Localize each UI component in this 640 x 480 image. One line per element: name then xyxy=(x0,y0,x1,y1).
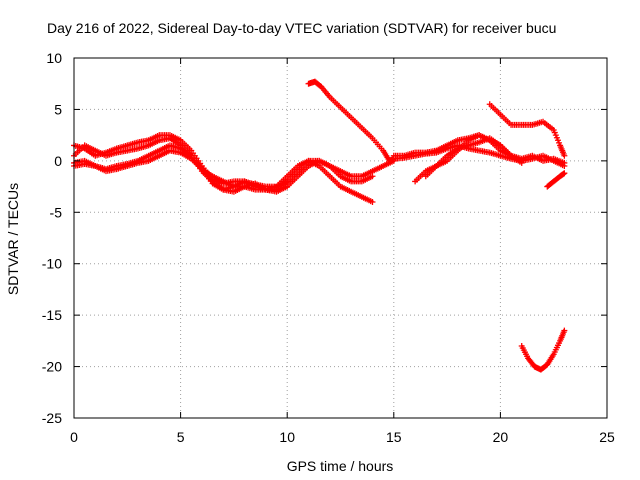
y-tick-label: -15 xyxy=(42,307,62,323)
y-tick-label: 10 xyxy=(46,50,62,66)
series-track-11 xyxy=(518,327,568,373)
y-tick-label: 5 xyxy=(54,101,62,117)
series-track-6 xyxy=(390,132,568,166)
plot-frame xyxy=(73,57,608,419)
data-point xyxy=(561,170,568,177)
axis-ticks: 0 5 10 15 20 25 -25 -20 -15 -10 -5 0 5 10 xyxy=(42,50,615,445)
y-tick-label: 0 xyxy=(54,153,62,169)
data-point xyxy=(561,327,568,334)
y-tick-label: -10 xyxy=(42,256,62,272)
series-track-5 xyxy=(305,78,568,169)
x-axis-title: GPS time / hours xyxy=(287,458,394,474)
data-point xyxy=(369,173,376,180)
x-tick-label: 25 xyxy=(599,429,615,445)
y-tick-label: -5 xyxy=(50,204,63,220)
series-track-4 xyxy=(71,147,291,193)
data-point xyxy=(284,178,291,185)
y-tick-label: -20 xyxy=(42,359,62,375)
y-axis-title: SDTVAR / TECUs xyxy=(5,183,21,295)
x-tick-label: 5 xyxy=(177,429,185,445)
x-tick-label: 20 xyxy=(493,429,509,445)
series-track-9 xyxy=(486,101,568,159)
series-track-8 xyxy=(422,135,525,180)
chart-title: Day 216 of 2022, Sidereal Day-to-day VTE… xyxy=(47,20,556,36)
x-tick-label: 15 xyxy=(386,429,402,445)
data-series xyxy=(71,78,568,373)
y-tick-label: -25 xyxy=(42,410,62,426)
data-point xyxy=(518,159,525,166)
grid xyxy=(74,58,607,418)
data-point xyxy=(561,159,568,166)
data-point xyxy=(369,199,376,205)
series-track-10 xyxy=(544,170,568,190)
x-tick-label: 0 xyxy=(70,429,78,445)
x-tick-label: 10 xyxy=(279,429,295,445)
data-point xyxy=(561,152,568,159)
